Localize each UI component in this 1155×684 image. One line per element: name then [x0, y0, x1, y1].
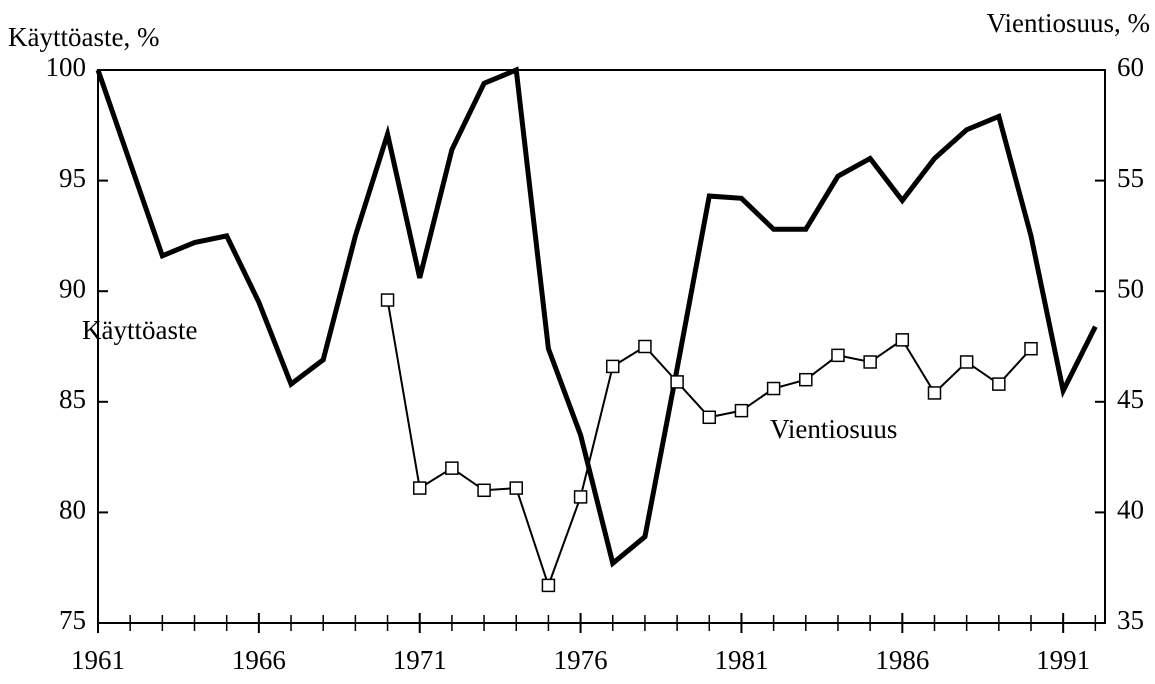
y-tick-label: 75 — [59, 605, 86, 635]
marker — [895, 333, 910, 347]
line — [386, 299, 1032, 589]
x-tick-label: 1971 — [393, 645, 447, 675]
y2-tick-label: 60 — [1117, 52, 1144, 82]
y-tick-label: 100 — [46, 52, 87, 82]
marker — [863, 355, 877, 369]
marker — [412, 481, 427, 495]
marker — [445, 461, 459, 475]
y2-tick-label: 50 — [1117, 273, 1144, 303]
plot-frame — [97, 69, 1106, 624]
marker — [734, 403, 749, 418]
x-tick-label: 1976 — [554, 645, 608, 675]
x-tick-label: 1991 — [1036, 645, 1090, 675]
marker — [541, 578, 556, 593]
marker — [1024, 341, 1038, 356]
x-tick-label: 1966 — [232, 645, 286, 675]
y2-tick-label: 55 — [1117, 163, 1144, 193]
y2-axis-title: Vientiosuus, % — [987, 8, 1150, 38]
marker — [959, 355, 974, 369]
y2-tick-label: 45 — [1117, 384, 1144, 414]
x-tick-label: 1986 — [875, 645, 929, 675]
y-tick-label: 90 — [59, 273, 86, 303]
marker — [606, 359, 620, 374]
y2-tick-label: 35 — [1117, 605, 1144, 635]
marker — [573, 490, 588, 504]
marker — [927, 386, 942, 400]
marker — [702, 410, 717, 425]
y2-tick-label: 40 — [1117, 495, 1144, 525]
y-tick-label: 80 — [59, 495, 86, 525]
marker — [799, 372, 813, 387]
marker — [766, 381, 781, 396]
marker — [670, 375, 684, 389]
marker — [477, 483, 491, 498]
marker — [509, 481, 523, 495]
marker — [380, 293, 395, 307]
x-tick-label: 1961 — [71, 645, 125, 675]
marker — [831, 348, 845, 363]
marker — [638, 339, 652, 354]
marker — [992, 377, 1006, 391]
y-tick-label: 85 — [59, 384, 86, 414]
annotation: Käyttöaste — [82, 315, 197, 345]
y-axis-title: Käyttöaste, % — [8, 22, 159, 52]
x-tick-label: 1981 — [714, 645, 768, 675]
line — [95, 66, 1098, 568]
y-tick-label: 95 — [59, 163, 86, 193]
annotation: Vientiosuus — [770, 414, 897, 444]
